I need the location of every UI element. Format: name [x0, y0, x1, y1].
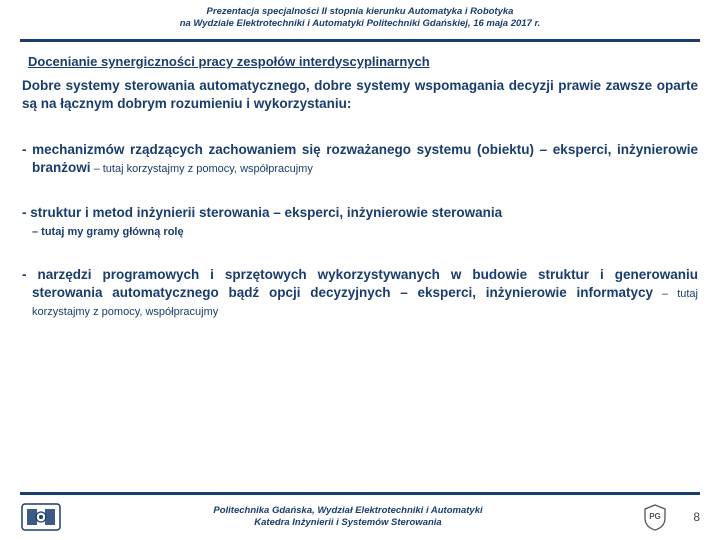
pg-crest-icon: PG: [634, 502, 676, 532]
header-line-1: Prezentacja specjalności II stopnia kier…: [20, 6, 700, 18]
bullet-dash: -: [22, 205, 30, 220]
bullet-note: – tutaj my gramy główną rolę: [32, 226, 184, 238]
bullet-note: tutaj korzystajmy z pomocy, współpracujm…: [103, 163, 313, 175]
bullet-note-dash: –: [653, 288, 677, 300]
bullet-main: struktur i metod inżynierii sterowania –…: [30, 205, 502, 220]
section-title: Docenianie synergiczności pracy zespołów…: [28, 54, 698, 69]
slide-footer: Politechnika Gdańska, Wydział Elektrotec…: [0, 492, 720, 540]
bullet-item-3: - narzędzi programowych i sprzętowych wy…: [22, 266, 698, 321]
footer-line-2: Katedra Inżynierii i Systemów Sterowania: [62, 517, 634, 529]
bullet-item-1: - mechanizmów rządzących zachowaniem się…: [22, 141, 698, 177]
bullet-note-dash: –: [91, 163, 103, 175]
slide-content: Docenianie synergiczności pracy zespołów…: [0, 42, 720, 321]
footer-body: Politechnika Gdańska, Wydział Elektrotec…: [0, 497, 720, 539]
footer-text: Politechnika Gdańska, Wydział Elektrotec…: [62, 505, 634, 530]
intro-paragraph: Dobre systemy sterowania automatycznego,…: [22, 77, 698, 113]
header-line-2: na Wydziale Elektrotechniki i Automatyki…: [20, 18, 700, 30]
slide-header: Prezentacja specjalności II stopnia kier…: [0, 0, 720, 35]
page-number: 8: [682, 510, 700, 524]
bullet-item-2: - struktur i metod inżynierii sterowania…: [22, 204, 698, 240]
bullet-main: narzędzi programowych i sprzętowych wyko…: [32, 267, 698, 300]
footer-divider: [20, 492, 700, 495]
bullet-dash: -: [22, 142, 32, 157]
bullet-dash: -: [22, 267, 37, 282]
svg-text:PG: PG: [649, 512, 661, 521]
footer-line-1: Politechnika Gdańska, Wydział Elektrotec…: [62, 505, 634, 517]
university-shield-icon: [20, 502, 62, 532]
